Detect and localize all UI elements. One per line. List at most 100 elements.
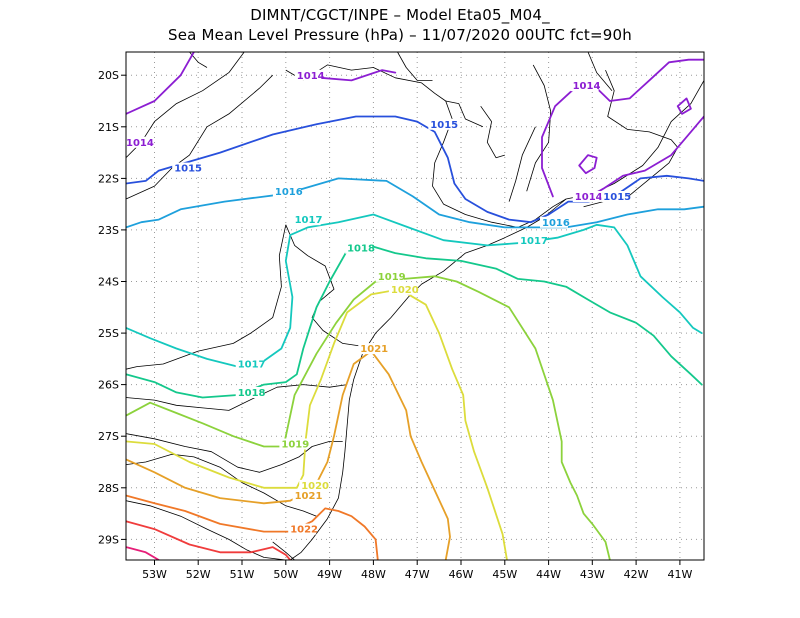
x-tick-label: 48W <box>361 568 386 581</box>
boundary-line <box>285 224 361 347</box>
contour-label-1019: 1019 <box>281 440 309 451</box>
isobar-1020 <box>126 288 508 560</box>
boundary-line <box>587 52 613 91</box>
contour-label-bg <box>518 234 547 246</box>
x-tick-label: 41W <box>667 568 692 581</box>
y-tick-label: 28S <box>98 482 119 495</box>
boundary-line <box>126 500 286 560</box>
contour-label-1019: 1019 <box>378 272 406 283</box>
contour-label-bg <box>388 283 417 295</box>
contour-label-bg <box>345 242 374 254</box>
y-tick-label: 24S <box>98 276 119 289</box>
boundary-line <box>126 224 287 370</box>
y-tick-label: 22S <box>98 172 119 185</box>
contour-label-bg <box>572 191 601 202</box>
y-tick-label: 27S <box>98 430 119 443</box>
contour-label-1015: 1015 <box>174 164 202 175</box>
contour-label-bg <box>358 343 387 355</box>
y-tick-label: 29S <box>98 533 119 546</box>
contour-labels: 1014101410141014101510151015101610161017… <box>124 69 631 536</box>
contour-label-1021: 1021 <box>360 344 388 355</box>
contour-label-1021: 1021 <box>295 491 323 502</box>
y-tick-label: 20S <box>98 69 119 82</box>
boundary-line <box>526 64 552 192</box>
isobar-1014 <box>126 52 195 115</box>
contour-label-1017: 1017 <box>520 236 548 247</box>
chart-title-line-2: Sea Mean Level Pressure (hPa) – 11/07/20… <box>168 26 632 44</box>
contour-label-1017: 1017 <box>295 215 323 226</box>
contour-label-1015: 1015 <box>430 120 458 131</box>
isobar-1015 <box>126 115 704 224</box>
contour-label-1020: 1020 <box>391 285 419 296</box>
boundary-line <box>272 541 295 560</box>
y-tick-label: 26S <box>98 379 119 392</box>
boundary-line <box>126 433 343 473</box>
isobar-1019 <box>126 275 611 560</box>
contour-label-bg <box>235 387 264 398</box>
contour-label-bg <box>235 358 264 370</box>
x-tick-label: 43W <box>580 568 605 581</box>
contour-label-bg <box>172 162 201 174</box>
grid-lines <box>126 52 704 560</box>
contour-label-bg <box>292 214 321 226</box>
boundary-line <box>480 105 505 159</box>
boundary-line <box>126 453 317 517</box>
isobar-1021 <box>126 350 451 560</box>
contour-label-1014: 1014 <box>126 138 154 149</box>
x-tick-label: 51W <box>230 568 255 581</box>
boundary-line <box>445 100 484 128</box>
boundary-line <box>397 52 433 81</box>
contour-label-1018: 1018 <box>238 388 266 399</box>
chart-title-line-1: DIMNT/CGCT/INPE – Model Eta05_M04_ <box>250 6 550 24</box>
contour-label-1014: 1014 <box>573 81 601 92</box>
contour-label-bg <box>299 479 328 491</box>
isobar-1014 <box>584 115 704 200</box>
isobar-1022 <box>126 494 379 560</box>
isobar-1023 <box>126 520 292 560</box>
x-tick-label: 45W <box>492 568 517 581</box>
boundary-line <box>285 64 567 228</box>
x-tick-label: 53W <box>142 568 167 581</box>
x-tick-label: 49W <box>317 568 342 581</box>
x-tick-label: 46W <box>449 568 474 581</box>
x-tick-label: 42W <box>624 568 649 581</box>
isobar-1014 <box>541 58 704 198</box>
contour-label-bg <box>570 80 599 92</box>
contour-label-1014: 1014 <box>575 192 603 203</box>
contour-label-bg <box>294 69 323 81</box>
x-tick-label: 47W <box>405 568 430 581</box>
contour-label-1017: 1017 <box>238 360 266 371</box>
contour-label-bg <box>540 216 568 228</box>
x-tick-label: 52W <box>186 568 211 581</box>
boundary-line <box>126 384 348 411</box>
contour-label-bg <box>375 270 404 282</box>
contour-label-1018: 1018 <box>347 244 375 255</box>
contour-label-1014: 1014 <box>297 71 325 82</box>
x-tick-label: 50W <box>273 568 298 581</box>
isobar-contours <box>126 52 704 560</box>
y-tick-label: 25S <box>98 327 119 340</box>
boundary-line <box>126 74 273 200</box>
isobar-1016 <box>126 177 704 229</box>
contour-label-bg <box>124 136 152 148</box>
x-tick-label: 44W <box>536 568 561 581</box>
plot-frame <box>125 51 705 561</box>
isobar-1024 <box>126 546 160 560</box>
contour-label-bg <box>292 490 321 502</box>
y-tick-label: 21S <box>98 121 119 134</box>
contour-label-1016: 1016 <box>275 187 303 198</box>
contour-label-1022: 1022 <box>290 525 318 536</box>
axis-ticks: 53W 52W 51W 50W 49W 48W 47W 46W 45W 44W 43W 42W 41W 2… <box>98 69 692 581</box>
coastline-boundaries <box>126 52 704 560</box>
isobar-1014 <box>578 154 598 175</box>
boundary-line <box>289 80 704 560</box>
isobar-1014 <box>676 97 692 115</box>
contour-label-1015: 1015 <box>603 192 631 203</box>
isobar-1018 <box>126 244 703 399</box>
contour-label-bg <box>279 438 308 450</box>
contour-label-bg <box>288 523 317 535</box>
contour-label-bg <box>272 185 301 197</box>
contour-label-bg <box>601 191 630 202</box>
contour-label-1016: 1016 <box>542 218 570 229</box>
